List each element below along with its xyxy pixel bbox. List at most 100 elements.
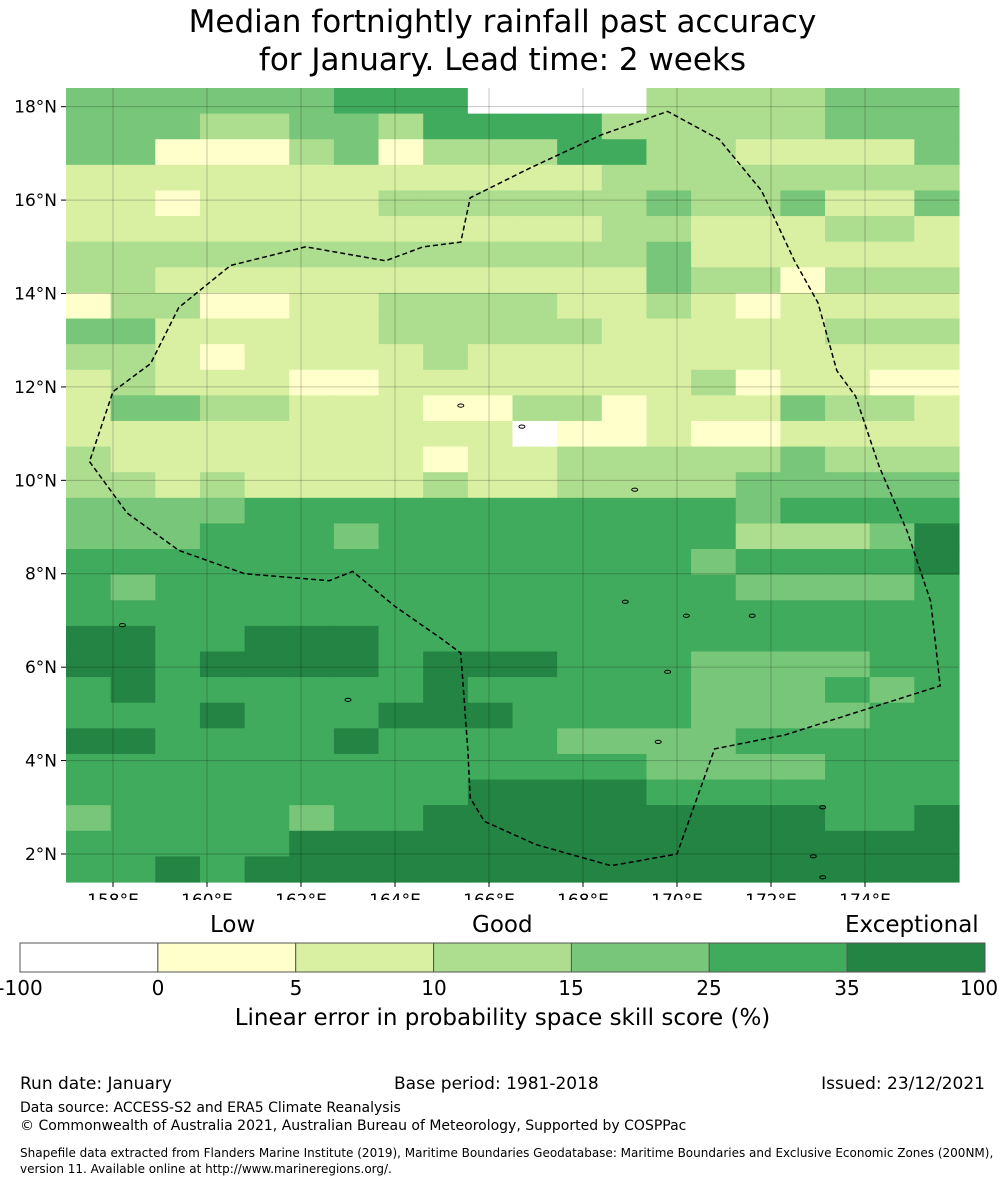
grid-cell — [512, 369, 558, 396]
colorbar-tick: 0 — [151, 976, 165, 1000]
grid-cell — [914, 241, 960, 268]
grid-cell — [333, 318, 380, 345]
grid-cell — [289, 344, 335, 371]
grid-cell — [244, 164, 290, 192]
grid-cell — [66, 625, 112, 653]
grid-cell — [378, 497, 424, 525]
grid-cell — [199, 625, 246, 653]
grid-cell — [646, 344, 692, 371]
grid-cell — [735, 779, 781, 806]
grid-cell — [735, 113, 781, 140]
grid-cell — [512, 779, 558, 806]
grid-cell — [869, 216, 915, 243]
grid-cell — [199, 779, 246, 806]
grid-cell — [423, 395, 469, 422]
grid-cell — [199, 753, 246, 781]
grid-cell — [735, 420, 781, 448]
grid-cell — [110, 830, 156, 857]
grid-cell — [155, 369, 201, 396]
grid-cell — [557, 574, 603, 601]
grid-cell — [735, 574, 781, 601]
grid-cell — [691, 318, 737, 345]
grid-cell — [691, 420, 737, 448]
grid-cell — [333, 267, 380, 294]
grid-cell — [110, 677, 156, 704]
grid-cell — [780, 344, 826, 371]
grid-cell — [869, 139, 915, 166]
grid-cell — [423, 446, 469, 473]
grid-cell — [691, 113, 737, 140]
grid-cell — [601, 549, 648, 576]
grid-cell — [467, 472, 514, 499]
grid-cell — [110, 344, 156, 371]
grid-cell — [333, 88, 380, 115]
grid-cell — [691, 216, 737, 243]
grid-cell — [467, 267, 514, 294]
grid-cell — [735, 625, 781, 653]
grid-cell — [378, 574, 424, 601]
colorbar-segment — [433, 942, 572, 973]
grid-cell — [780, 497, 826, 525]
grid-cell — [467, 805, 514, 832]
grid-cell — [155, 753, 201, 781]
grid-cell — [289, 113, 335, 140]
grid-cell — [825, 241, 871, 268]
grid-cell — [825, 446, 871, 473]
grid-cell — [557, 318, 603, 345]
grid-cell — [199, 369, 246, 396]
grid-cell — [735, 830, 781, 857]
grid-cell — [244, 420, 290, 448]
grid-cell — [110, 779, 156, 806]
grid-cell — [512, 600, 558, 627]
grid-cell — [289, 651, 335, 678]
grid-cell — [423, 344, 469, 371]
grid-cell — [780, 625, 826, 653]
grid-cell — [110, 267, 156, 294]
grid-cell — [467, 728, 514, 755]
grid-cell — [66, 318, 112, 345]
grid-cell — [825, 164, 871, 192]
grid-cell — [333, 523, 380, 550]
grid-cell — [780, 600, 826, 627]
grid-cell — [378, 600, 424, 627]
grid-cell — [735, 139, 781, 166]
grid-cell — [735, 241, 781, 268]
grid-cell — [66, 88, 112, 115]
x-tick-label: 160°E — [181, 891, 233, 900]
grid-cell — [691, 805, 737, 832]
grid-cell — [825, 549, 871, 576]
grid-cell — [199, 267, 246, 294]
grid-cell — [512, 241, 558, 268]
grid-cell — [557, 600, 603, 627]
grid-cell — [735, 728, 781, 755]
grid-cell — [66, 446, 112, 473]
grid-cell — [869, 549, 915, 576]
grid-cell — [155, 830, 201, 857]
grid-cell — [333, 241, 380, 268]
grid-cell — [780, 805, 826, 832]
island-outline — [631, 487, 639, 492]
grid-cell — [423, 472, 469, 499]
grid-cell — [646, 574, 692, 601]
island-outline — [457, 403, 465, 408]
grid-cell — [780, 292, 826, 320]
grid-cell — [66, 677, 112, 704]
grid-cell — [646, 164, 692, 192]
colorbar-segment — [846, 942, 986, 973]
grid-cell — [333, 446, 380, 473]
grid-cell — [155, 677, 201, 704]
y-tick-label: 8°N — [25, 565, 57, 585]
grid-cell — [825, 369, 871, 396]
grid-cell — [199, 190, 246, 217]
grid-cell — [155, 472, 201, 499]
grid-cell — [110, 600, 156, 627]
grid-cell — [691, 369, 737, 396]
grid-cell — [512, 523, 558, 550]
grid-cell — [289, 677, 335, 704]
grid-cell — [333, 856, 380, 883]
grid-cell — [825, 600, 871, 627]
grid-cell — [825, 753, 871, 781]
grid-cell — [512, 292, 558, 320]
grid-cell — [601, 164, 648, 192]
grid-cell — [289, 472, 335, 499]
